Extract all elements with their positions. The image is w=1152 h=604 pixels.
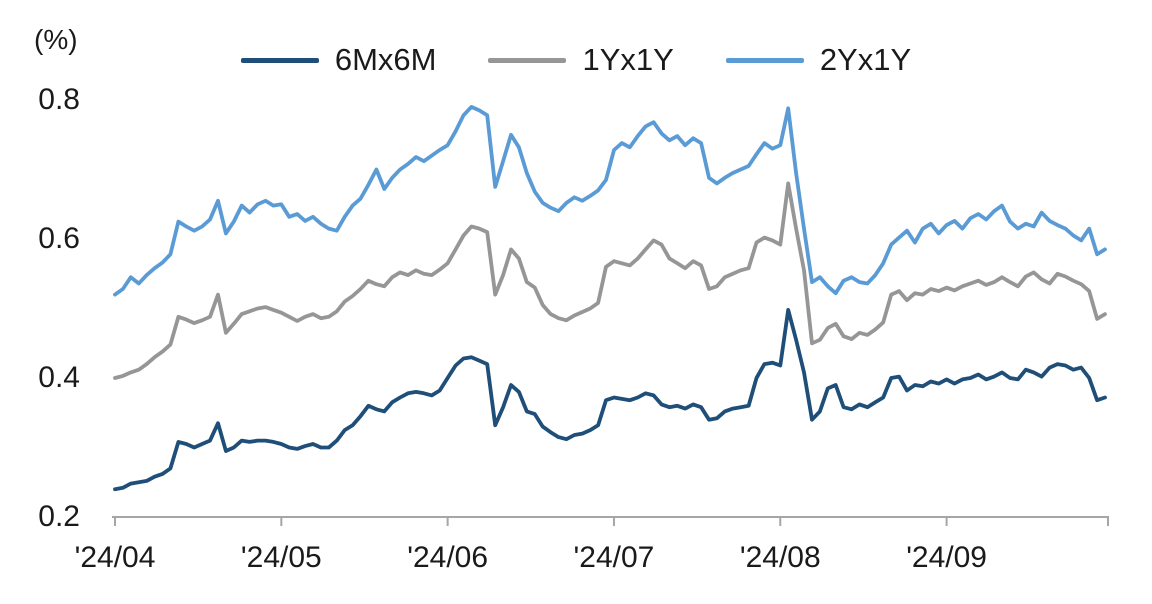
x-tick-label: '24/05: [240, 541, 322, 574]
legend-swatch-1yx1y: [488, 57, 567, 63]
series-line-1yx1y: [113, 181, 1107, 380]
x-tick-label: '24/09: [906, 541, 987, 574]
legend-item-6mx6m: 6Mx6M: [240, 42, 437, 78]
y-tick-label: 0.4: [38, 361, 80, 394]
y-tick-label: 0.6: [38, 222, 80, 255]
legend-label-2yx1y: 2Yx1Y: [819, 42, 912, 77]
legend-swatch-2yx1y: [725, 57, 804, 63]
x-tick-label: '24/04: [74, 541, 156, 574]
x-tick-label: '24/08: [739, 541, 821, 574]
chart-legend: 6Mx6M 1Yx1Y 2Yx1Y: [0, 42, 1152, 78]
series-line-2yx1y: [113, 105, 1107, 297]
y-tick-label: 0.8: [38, 83, 80, 116]
y-tick-label: 0.2: [38, 500, 80, 533]
series-line-6mx6m: [113, 307, 1107, 492]
x-tick-label: '24/07: [573, 541, 655, 574]
legend-item-1yx1y: 1Yx1Y: [488, 42, 674, 78]
legend-label-1yx1y: 1Yx1Y: [582, 42, 674, 77]
legend-label-6mx6m: 6Mx6M: [334, 42, 437, 77]
legend-item-2yx1y: 2Yx1Y: [725, 42, 912, 78]
legend-swatch-6mx6m: [240, 57, 319, 63]
y-axis-unit-label: (%): [34, 24, 78, 55]
x-tick-label: '24/06: [407, 541, 489, 574]
